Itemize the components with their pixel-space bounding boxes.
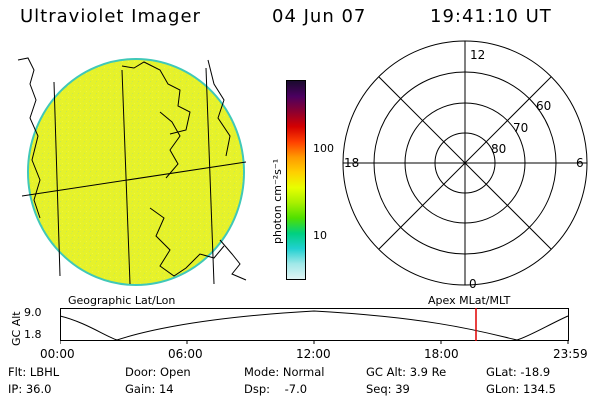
info-glat: GLat: -18.9 [486, 365, 551, 379]
strip-x-ticks [60, 341, 569, 344]
colorbar-gradient [286, 80, 306, 280]
colorbar-label: photon cm⁻²s⁻¹ [271, 158, 284, 244]
info-gain: Gain: 14 [125, 382, 174, 396]
info-glon: GLon: 134.5 [486, 382, 556, 396]
colorbar [286, 80, 306, 280]
info-filter: Flt: LBHL [8, 365, 60, 379]
polar-mlt-plot: 12 18 6 0 60 70 80 [342, 40, 588, 290]
lat-label-70: 70 [513, 121, 528, 135]
strip-xtick-2359: 23:59 [553, 347, 588, 361]
mlt-label-0: 0 [469, 277, 477, 290]
info-gc-alt: GC Alt: 3.9 Re [366, 365, 447, 379]
info-seq: Seq: 39 [366, 382, 410, 396]
mlt-label-6: 6 [576, 156, 584, 170]
strip-xtick-1200: 12:00 [296, 347, 331, 361]
strip-ytick-1-8: 1.8 [24, 328, 42, 341]
mlt-label-18: 18 [344, 156, 359, 170]
mlt-label-12: 12 [470, 48, 485, 62]
strip-caption-geographic: Geographic Lat/Lon [68, 294, 176, 307]
info-mode: Mode: Normal [244, 365, 325, 379]
instrument-title: Ultraviolet Imager [20, 6, 201, 27]
date-label: 04 Jun 07 [272, 6, 367, 27]
uv-image-panel [17, 57, 247, 286]
coastline-outlines [17, 57, 247, 281]
uv-disk [27, 58, 245, 286]
altitude-curve [60, 310, 569, 341]
lat-label-60: 60 [536, 99, 551, 113]
strip-ylabel: GC Alt [10, 311, 23, 346]
altitude-strip-chart [60, 308, 569, 344]
info-door: Door: Open [125, 365, 191, 379]
colorbar-tick-100: 100 [313, 142, 334, 155]
strip-xtick-0600: 06:00 [168, 347, 203, 361]
lat-label-80: 80 [491, 142, 506, 156]
info-dsp: Dsp: -7.0 [244, 382, 308, 396]
lat-lon-grid [21, 67, 247, 285]
polar-diagonal-2 [378, 76, 552, 250]
colorbar-tick-10: 10 [313, 229, 327, 242]
strip-xtick-1800: 18:00 [424, 347, 459, 361]
time-label: 19:41:10 UT [430, 6, 552, 27]
info-ip: IP: 36.0 [8, 382, 52, 396]
strip-ytick-9: 9.0 [24, 306, 42, 319]
strip-xtick-0000: 00:00 [40, 347, 75, 361]
strip-caption-apex: Apex MLat/MLT [428, 294, 511, 307]
strip-frame [60, 308, 569, 341]
